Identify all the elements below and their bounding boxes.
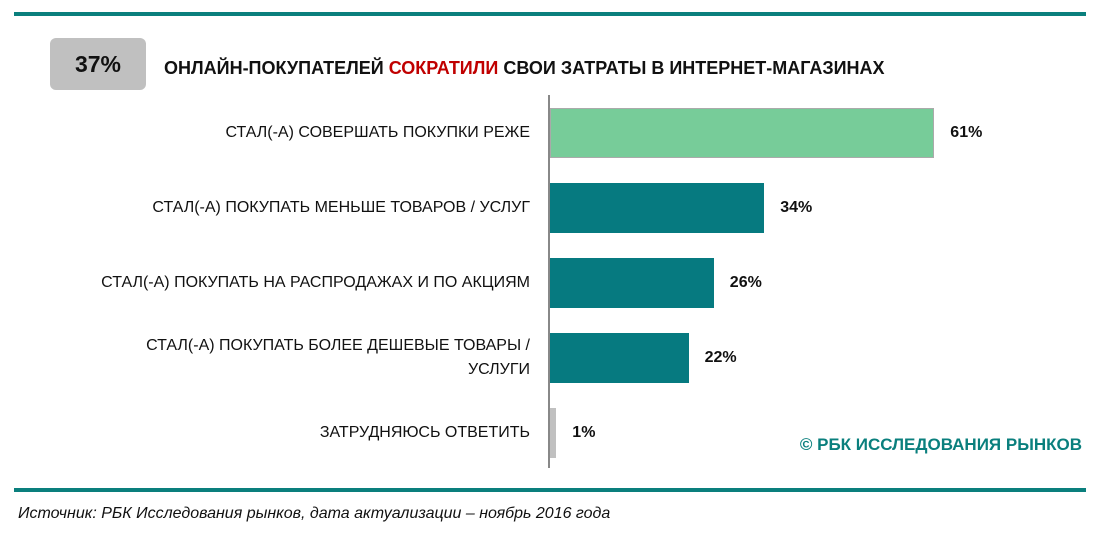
category-label: СТАЛ(-А) ПОКУПАТЬ БОЛЕЕ ДЕШЕВЫЕ ТОВАРЫ /… (146, 337, 530, 378)
bar (550, 408, 557, 458)
category-label: ЗАТРУДНЯЮСЬ ОТВЕТИТЬ (319, 424, 530, 441)
data-label: 61% (950, 124, 983, 141)
summary-badge: 37% (50, 38, 146, 90)
category-label: СТАЛ(-А) СОВЕРШАТЬ ПОКУПКИ РЕЖЕ (225, 124, 530, 141)
data-label: 34% (780, 199, 813, 216)
source-note: Источник: РБК Исследования рынков, дата … (18, 505, 611, 522)
title-part2: СВОИ ЗАТРАТЫ В ИНТЕРНЕТ-МАГАЗИНАХ (498, 58, 885, 78)
bottom-divider (14, 488, 1086, 492)
data-label: 1% (572, 424, 596, 441)
y-axis (548, 95, 550, 468)
category-label: СТАЛ(-А) ПОКУПАТЬ МЕНЬШЕ ТОВАРОВ / УСЛУГ (152, 199, 530, 216)
data-label: 22% (704, 349, 737, 366)
bar (550, 108, 935, 158)
bar (550, 333, 689, 383)
copyright: © РБК ИССЛЕДОВАНИЯ РЫНКОВ (799, 435, 1082, 454)
title-part1: ОНЛАЙН-ПОКУПАТЕЛЕЙ (164, 58, 389, 78)
data-label: 26% (729, 274, 762, 291)
title-highlight: СОКРАТИЛИ (388, 58, 499, 78)
bar (550, 183, 765, 233)
category-label: СТАЛ(-А) ПОКУПАТЬ НА РАСПРОДАЖАХ И ПО АК… (101, 274, 530, 291)
chart-title: ОНЛАЙН-ПОКУПАТЕЛЕЙ СОКРАТИЛИ СВОИ ЗАТРАТ… (164, 58, 885, 79)
top-divider (14, 12, 1086, 16)
bar (550, 258, 714, 308)
